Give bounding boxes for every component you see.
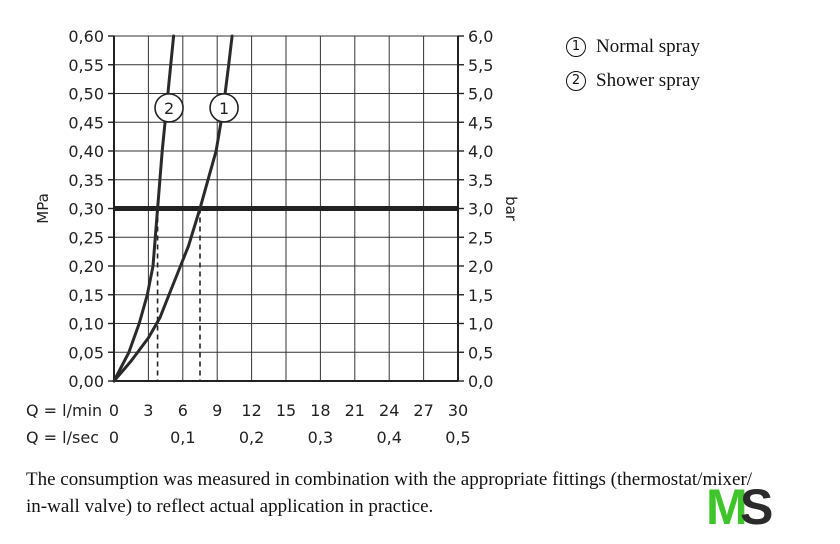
x-tick-secondary-label: 0 — [109, 428, 119, 447]
y-tick-right-label: 0,5 — [468, 343, 493, 362]
x-tick-secondary-label: 0,3 — [308, 428, 333, 447]
series-2-marker-label: 2 — [164, 99, 174, 118]
ms-logo: M S — [706, 482, 780, 532]
y-tick-left-label: 0,15 — [68, 286, 104, 305]
y-tick-right-label: 6,0 — [468, 27, 493, 46]
y-tick-right-label: 0,0 — [468, 372, 493, 391]
y-tick-left-label: 0,50 — [68, 85, 104, 104]
legend-symbol: 1 — [566, 37, 586, 57]
caption-text: The consumption was measured in combinat… — [26, 469, 753, 517]
y-tick-left-label: 0,60 — [68, 27, 104, 46]
y-tick-right-label: 2,5 — [468, 228, 493, 247]
y-tick-left-label: 0,55 — [68, 56, 104, 75]
x-tick-primary-label: 30 — [448, 401, 468, 420]
y-tick-right-label: 4,0 — [468, 142, 493, 161]
legend-label: Normal spray — [596, 36, 700, 57]
legend: 1 Normal spray 2 Shower spray — [566, 30, 700, 98]
x-tick-primary-label: 27 — [413, 401, 433, 420]
series-1-marker-label: 1 — [219, 99, 229, 118]
y-tick-left-label: 0,20 — [68, 257, 104, 276]
logo-letter-s: S — [740, 479, 774, 535]
x-tick-primary-label: 9 — [212, 401, 222, 420]
series-group: 12 — [112, 34, 239, 383]
x-tick-secondary-label: 0,4 — [376, 428, 401, 447]
x-axis-title-primary: Q = l/min — [26, 401, 102, 420]
x-tick-primary-label: 0 — [109, 401, 119, 420]
y-tick-right-label: 2,0 — [468, 257, 493, 276]
y-tick-left-label: 0,45 — [68, 113, 104, 132]
legend-label: Shower spray — [596, 70, 700, 91]
x-tick-primary-label: 18 — [310, 401, 330, 420]
x-tick-secondary-label: 0,2 — [239, 428, 264, 447]
x-tick-primary-label: 12 — [241, 401, 261, 420]
x-tick-primary-label: 6 — [178, 401, 188, 420]
y-axis-title-left: MPa — [34, 193, 52, 224]
y-tick-right-label: 1,5 — [468, 286, 493, 305]
flow-rate-chart: 12 0,000,050,100,150,200,250,300,350,400… — [26, 27, 520, 447]
tick-labels: 0,000,050,100,150,200,250,300,350,400,45… — [26, 27, 520, 447]
x-tick-primary-label: 15 — [276, 401, 296, 420]
legend-item-shower-spray: 2 Shower spray — [566, 64, 700, 98]
y-tick-right-label: 3,0 — [468, 200, 493, 219]
y-tick-left-label: 0,10 — [68, 315, 104, 334]
logo-letter-m: M — [706, 479, 748, 535]
series-2-marker — [154, 93, 184, 123]
series-1-marker — [209, 93, 239, 123]
y-tick-right-label: 4,5 — [468, 113, 493, 132]
x-tick-primary-label: 24 — [379, 401, 399, 420]
y-tick-right-label: 1,0 — [468, 315, 493, 334]
x-tick-secondary-label: 0,1 — [170, 428, 195, 447]
legend-item-normal-spray: 1 Normal spray — [566, 30, 700, 64]
y-tick-left-label: 0,05 — [68, 343, 104, 362]
y-tick-left-label: 0,25 — [68, 228, 104, 247]
x-tick-primary-label: 3 — [143, 401, 153, 420]
y-tick-left-label: 0,30 — [68, 200, 104, 219]
y-tick-right-label: 5,0 — [468, 85, 493, 104]
y-tick-left-label: 0,35 — [68, 171, 104, 190]
x-tick-secondary-label: 0,5 — [445, 428, 470, 447]
y-tick-left-label: 0,00 — [68, 372, 104, 391]
legend-symbol: 2 — [566, 71, 586, 91]
y-tick-right-label: 5,5 — [468, 56, 493, 75]
y-tick-right-label: 3,5 — [468, 171, 493, 190]
y-tick-left-label: 0,40 — [68, 142, 104, 161]
x-axis-title-secondary: Q = l/sec — [26, 428, 99, 447]
x-tick-primary-label: 21 — [345, 401, 365, 420]
y-axis-title-right: bar — [502, 196, 520, 222]
